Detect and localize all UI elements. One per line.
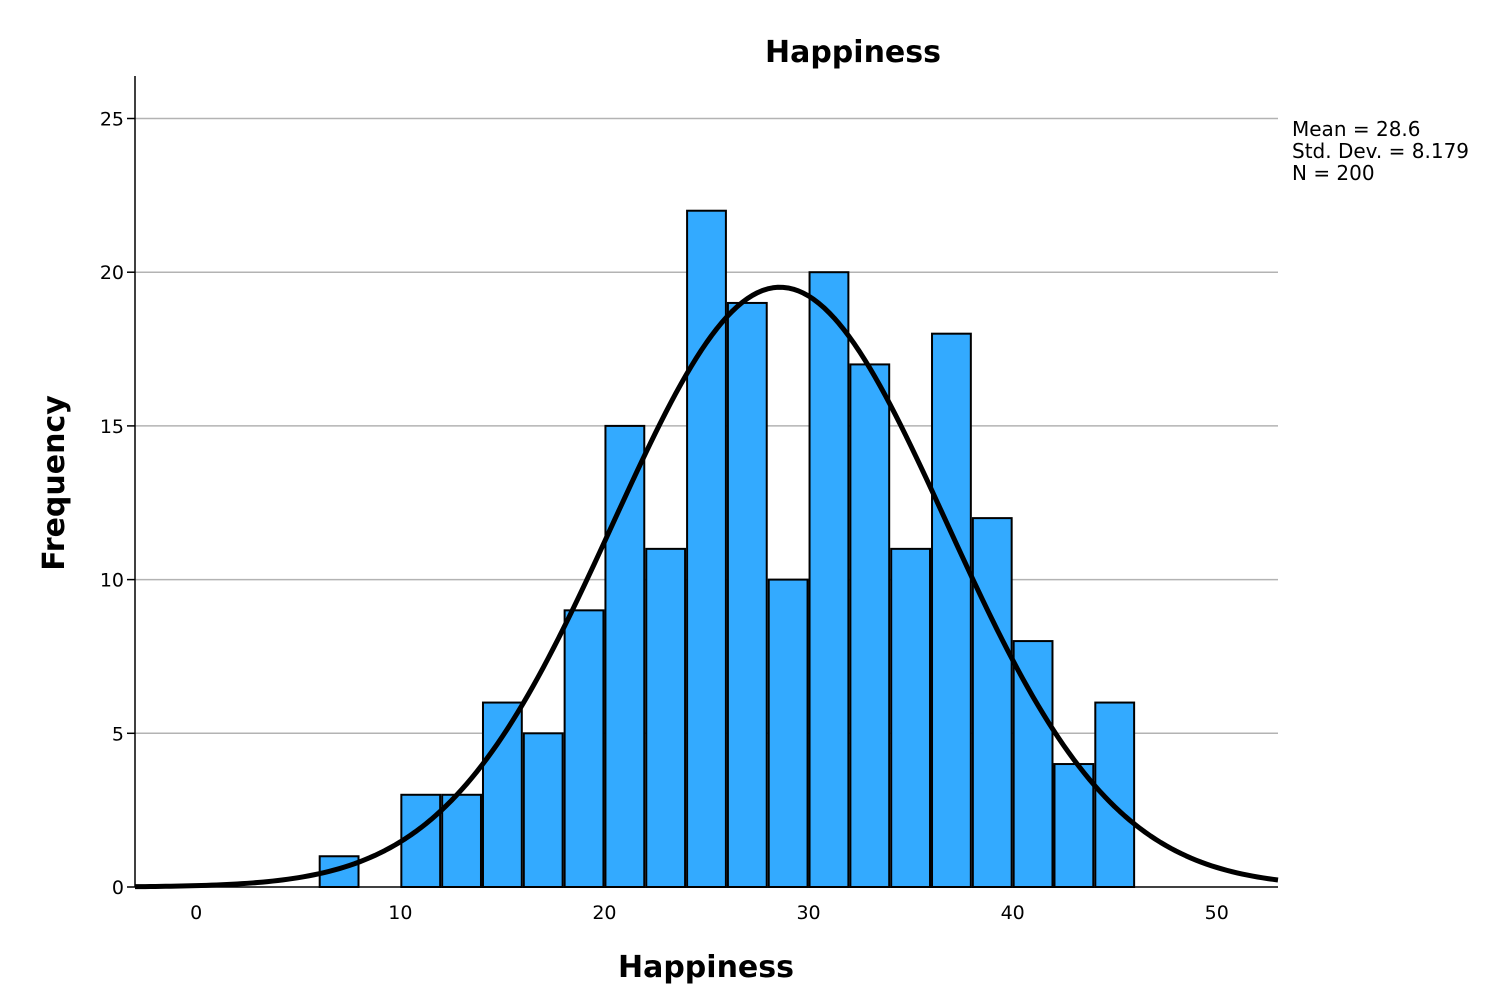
x-tick-label: 40 — [1001, 902, 1025, 924]
normal-curve — [134, 284, 1279, 890]
stats-line: Std. Dev. = 8.179 — [1292, 139, 1469, 163]
y-tick-label: 0 — [112, 877, 124, 899]
axes — [134, 76, 1278, 888]
x-axis-title: Happiness — [618, 950, 794, 985]
y-tick-label: 20 — [100, 262, 124, 284]
histogram-bar — [1094, 701, 1136, 888]
y-tick-label: 15 — [100, 416, 124, 438]
x-tick-label: 20 — [592, 902, 616, 924]
histogram-bar — [400, 793, 442, 889]
histogram-bar — [1012, 640, 1054, 889]
histogram-bar — [686, 209, 727, 889]
stats-line: N = 200 — [1292, 161, 1375, 185]
histogram-bar — [563, 609, 605, 889]
x-axis-ticks: 0 10 20 30 40 50 — [190, 902, 1229, 924]
histogram-bar — [971, 517, 1013, 888]
histogram-bar — [645, 547, 687, 888]
y-tick-label: 25 — [100, 109, 124, 131]
histogram-bar — [441, 793, 482, 889]
y-tick-label: 5 — [112, 723, 124, 745]
x-tick-label: 50 — [1205, 902, 1229, 924]
histogram-bar — [767, 578, 809, 888]
y-axis-ticks: 0 5 10 15 20 25 — [100, 109, 135, 899]
histogram-bar — [931, 332, 972, 888]
histogram-bar — [481, 701, 523, 888]
x-tick-label: 30 — [796, 902, 820, 924]
histogram-bar — [808, 271, 850, 888]
histogram-bar — [890, 547, 932, 888]
y-tick-label: 10 — [100, 570, 124, 592]
histogram-bar — [726, 301, 768, 888]
histogram-bar — [522, 732, 564, 888]
histogram-bar — [1053, 763, 1095, 888]
y-axis-title: Frequency — [37, 395, 72, 571]
x-tick-label: 0 — [190, 902, 202, 924]
x-tick-label: 10 — [388, 902, 412, 924]
stats-line: Mean = 28.6 — [1292, 117, 1421, 141]
histogram-bars — [318, 209, 1136, 889]
chart-title: Happiness — [765, 35, 941, 70]
histogram-bar — [849, 363, 891, 889]
